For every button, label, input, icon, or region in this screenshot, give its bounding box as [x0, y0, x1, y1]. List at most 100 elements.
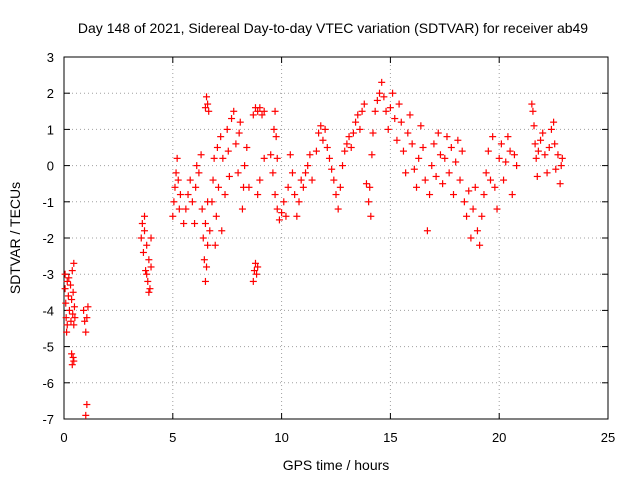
data-point	[82, 411, 90, 419]
data-point	[360, 100, 368, 108]
data-point	[192, 183, 200, 191]
data-point	[188, 198, 196, 206]
data-point	[82, 328, 90, 336]
data-point	[245, 183, 253, 191]
data-point	[306, 151, 314, 159]
y-tick-label: 2	[47, 86, 54, 101]
x-tick-labels: 0 5 10 15 20 25	[60, 430, 615, 445]
data-point	[206, 227, 214, 235]
data-point	[299, 183, 307, 191]
data-point	[232, 140, 240, 148]
data-point	[61, 270, 69, 278]
axis-ticks	[63, 56, 609, 420]
data-point	[254, 263, 262, 271]
data-point	[460, 198, 468, 206]
data-point	[68, 361, 76, 369]
data-point	[272, 133, 280, 141]
data-point	[397, 118, 405, 126]
x-tick-label: 5	[169, 430, 176, 445]
data-point	[486, 176, 494, 184]
data-point	[445, 169, 453, 177]
data-point	[182, 205, 190, 213]
data-point	[421, 176, 429, 184]
data-point	[393, 136, 401, 144]
data-point	[352, 118, 360, 126]
data-point	[210, 154, 218, 162]
data-point	[489, 133, 497, 141]
data-point	[417, 122, 425, 130]
data-point	[65, 306, 73, 314]
data-point	[325, 154, 333, 162]
data-point	[471, 183, 479, 191]
data-point	[366, 183, 374, 191]
data-point	[458, 147, 466, 155]
data-point	[371, 107, 379, 115]
data-point	[141, 227, 149, 235]
data-point	[395, 100, 403, 108]
data-point	[80, 306, 88, 314]
data-point	[541, 151, 549, 159]
data-point	[61, 285, 69, 293]
data-point	[469, 205, 477, 213]
data-point	[62, 299, 70, 307]
data-point	[323, 144, 331, 151]
data-point	[391, 115, 399, 123]
data-point	[203, 263, 211, 271]
grid-lines	[64, 57, 608, 419]
data-point	[199, 234, 207, 242]
data-point	[491, 183, 499, 191]
data-point	[70, 357, 78, 365]
data-point	[528, 100, 536, 108]
data-point	[465, 187, 473, 195]
data-point	[234, 169, 242, 177]
data-point	[426, 191, 434, 199]
data-point	[62, 314, 70, 322]
data-point	[362, 180, 370, 188]
data-point	[269, 169, 277, 177]
data-point	[510, 151, 518, 159]
data-point	[482, 169, 490, 177]
data-point	[69, 310, 77, 318]
data-point	[201, 220, 209, 228]
data-point	[145, 256, 153, 264]
data-point	[439, 180, 447, 188]
data-point	[423, 227, 431, 235]
data-point	[195, 169, 203, 177]
x-tick-label: 15	[383, 430, 397, 445]
data-point	[378, 78, 386, 86]
data-point	[532, 154, 540, 162]
data-point	[137, 234, 145, 242]
data-point	[176, 191, 184, 199]
chart-title: Day 148 of 2021, Sidereal Day-to-day VTE…	[78, 20, 588, 36]
data-point	[208, 198, 216, 206]
data-point	[71, 314, 79, 322]
y-tick-label: -3	[42, 267, 54, 282]
data-point	[473, 227, 481, 235]
data-point	[367, 212, 375, 220]
data-point	[321, 125, 329, 133]
y-tick-label: 1	[47, 122, 54, 137]
data-point	[175, 205, 183, 213]
data-point	[304, 162, 312, 170]
data-point	[365, 198, 373, 206]
data-point	[84, 303, 92, 311]
data-point	[193, 162, 201, 170]
data-point	[68, 350, 76, 358]
data-point	[201, 277, 209, 285]
data-point	[380, 93, 388, 101]
y-tick-label: -2	[42, 231, 54, 246]
data-point	[270, 125, 278, 133]
data-point	[201, 104, 209, 112]
data-point	[260, 154, 268, 162]
data-point	[69, 353, 77, 361]
data-point	[428, 162, 436, 170]
data-point	[200, 256, 208, 264]
data-point	[68, 296, 76, 304]
data-point	[142, 267, 150, 275]
data-point	[267, 151, 275, 159]
data-point	[205, 107, 213, 115]
data-point	[543, 169, 551, 177]
y-tick-label: 3	[47, 50, 54, 65]
data-point	[408, 140, 416, 148]
